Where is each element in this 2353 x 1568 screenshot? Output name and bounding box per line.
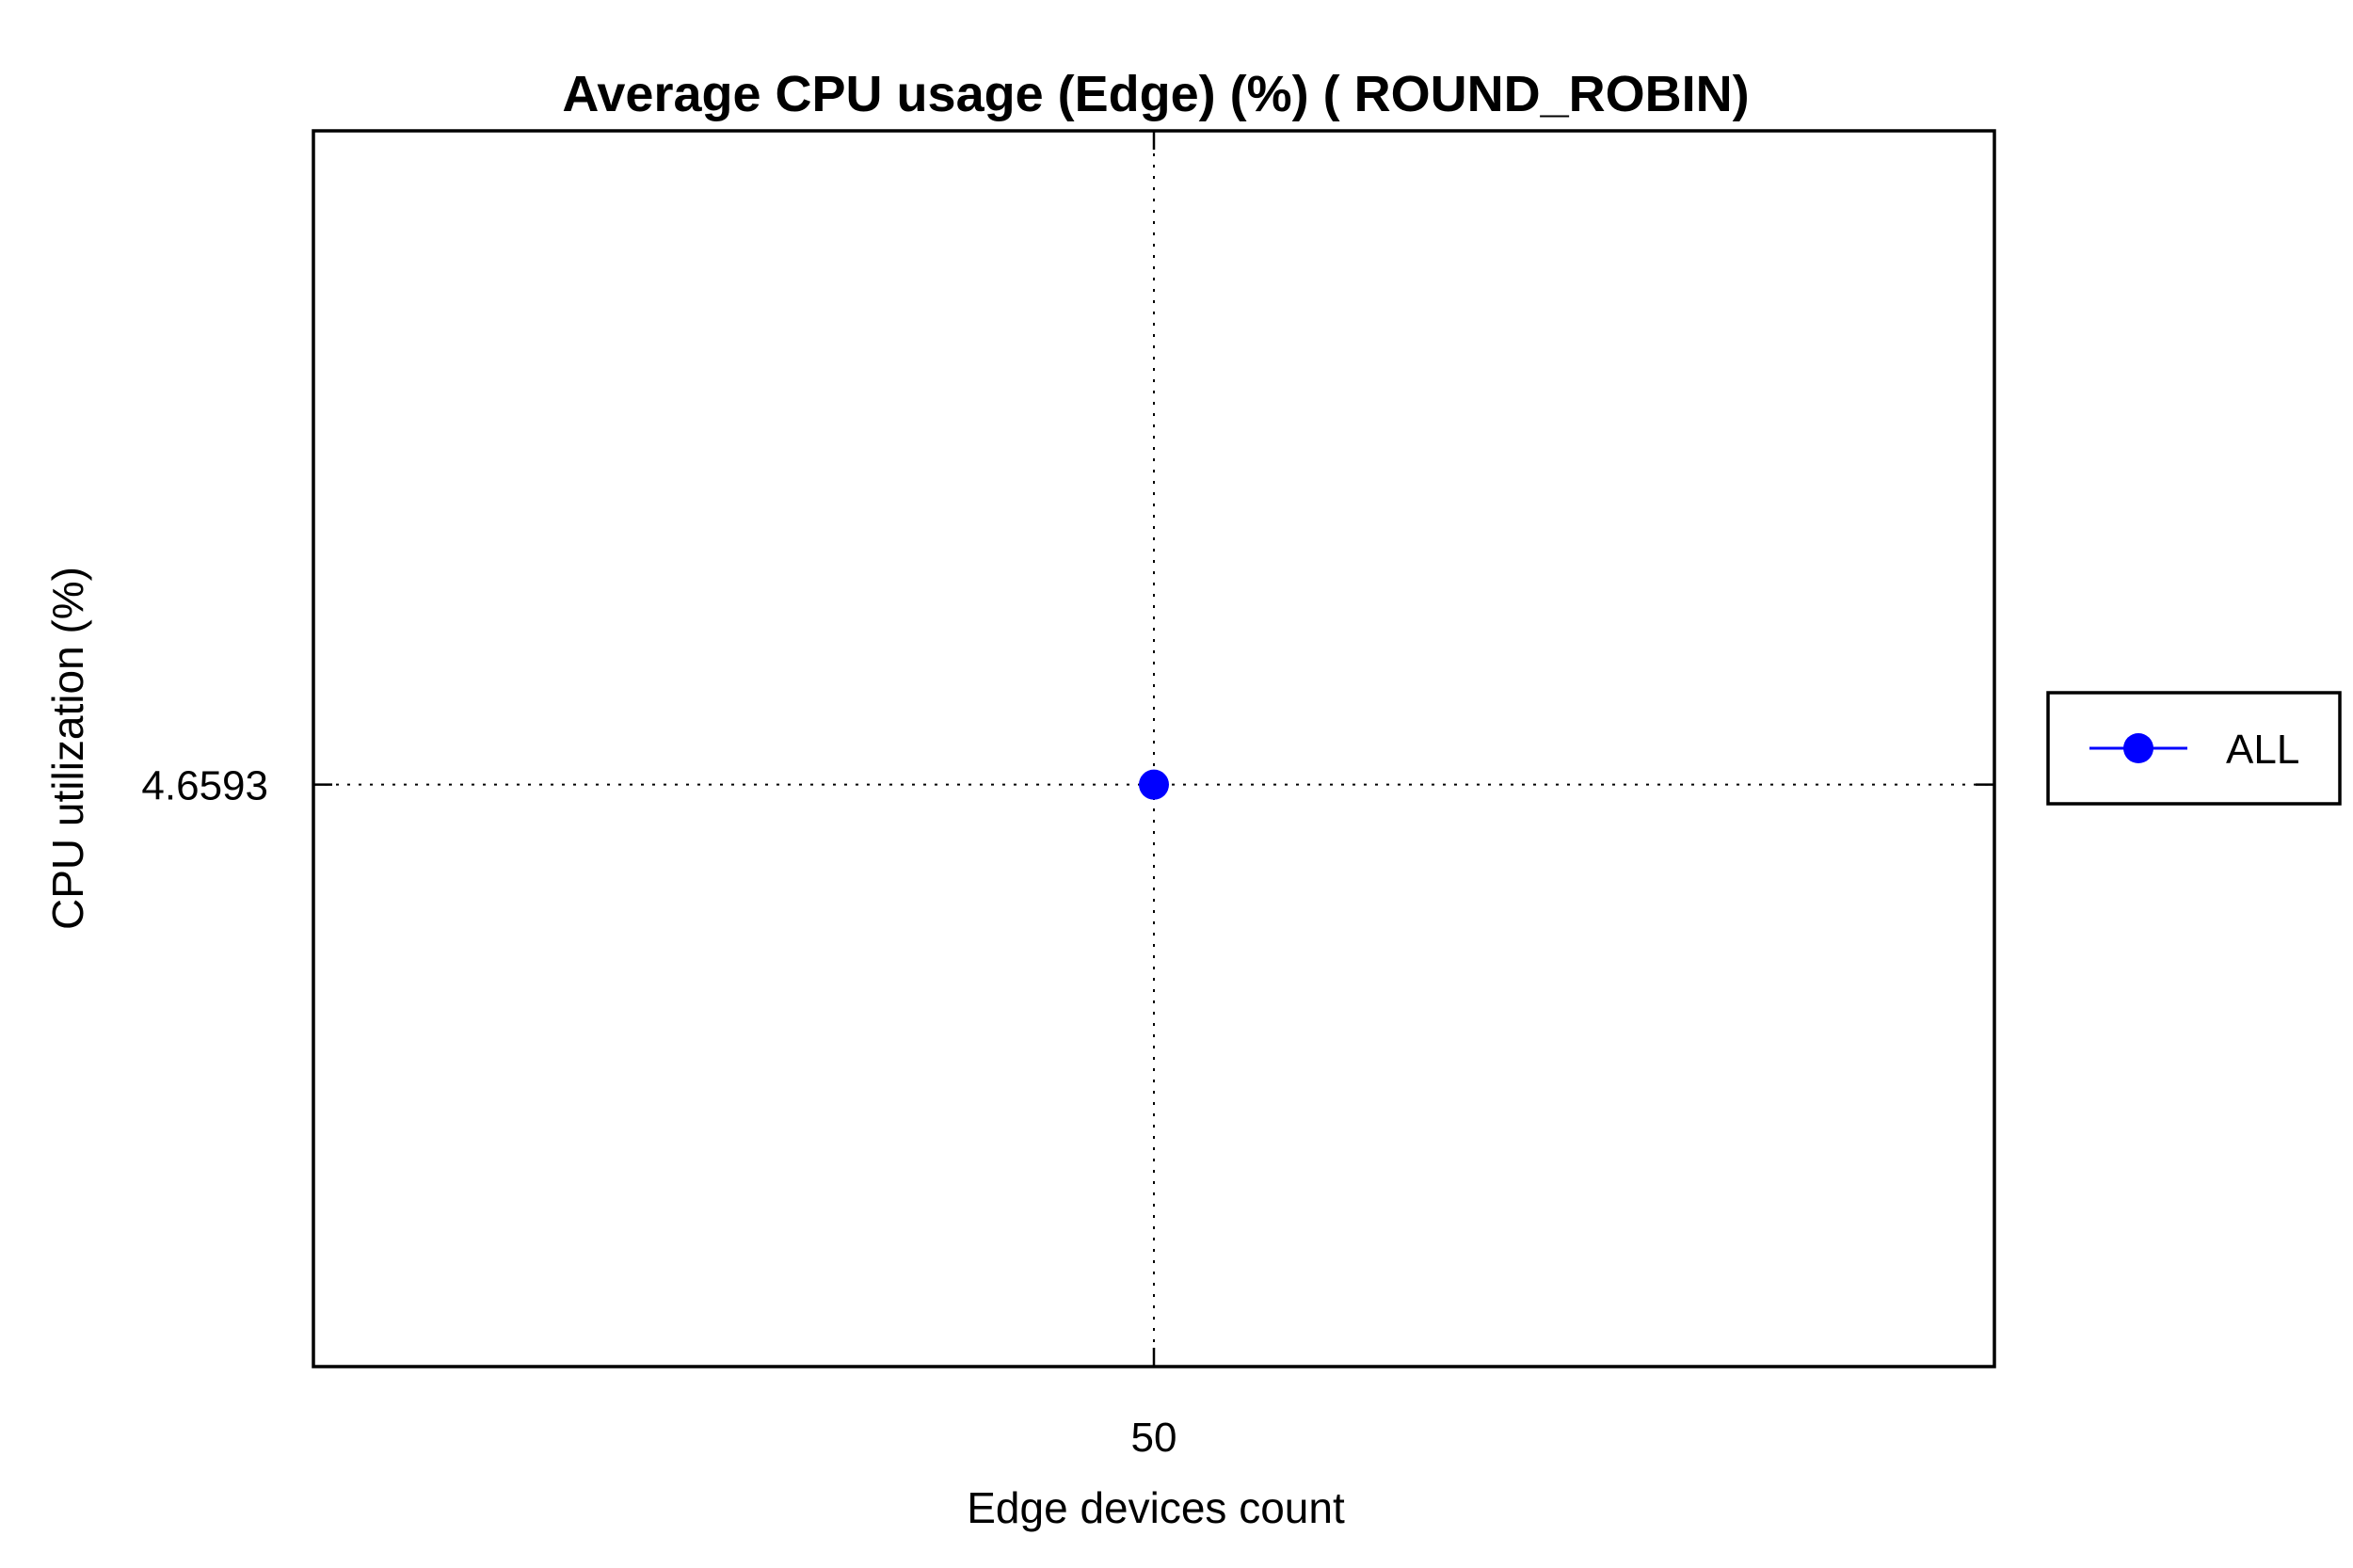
- x-axis-label: Edge devices count: [967, 1483, 1345, 1532]
- chart-title: Average CPU usage (Edge) (%) ( ROUND_ROB…: [562, 66, 1749, 122]
- y-axis-label: CPU utilization (%): [43, 567, 92, 930]
- x-tick-label: 50: [1131, 1415, 1177, 1461]
- legend-label: ALL: [2226, 727, 2299, 773]
- legend-marker: [2123, 733, 2153, 763]
- legend: ALL: [2046, 691, 2342, 806]
- y-tick-label: 4.6593: [141, 763, 268, 809]
- grid-layer: [313, 131, 1994, 1367]
- series-layer: [1139, 769, 1169, 800]
- legend-entries: ALL: [2089, 727, 2299, 773]
- plot-frame: [312, 129, 1996, 1368]
- data-point: [1139, 769, 1169, 800]
- tick-layer: 50 4.6593: [141, 131, 1994, 1461]
